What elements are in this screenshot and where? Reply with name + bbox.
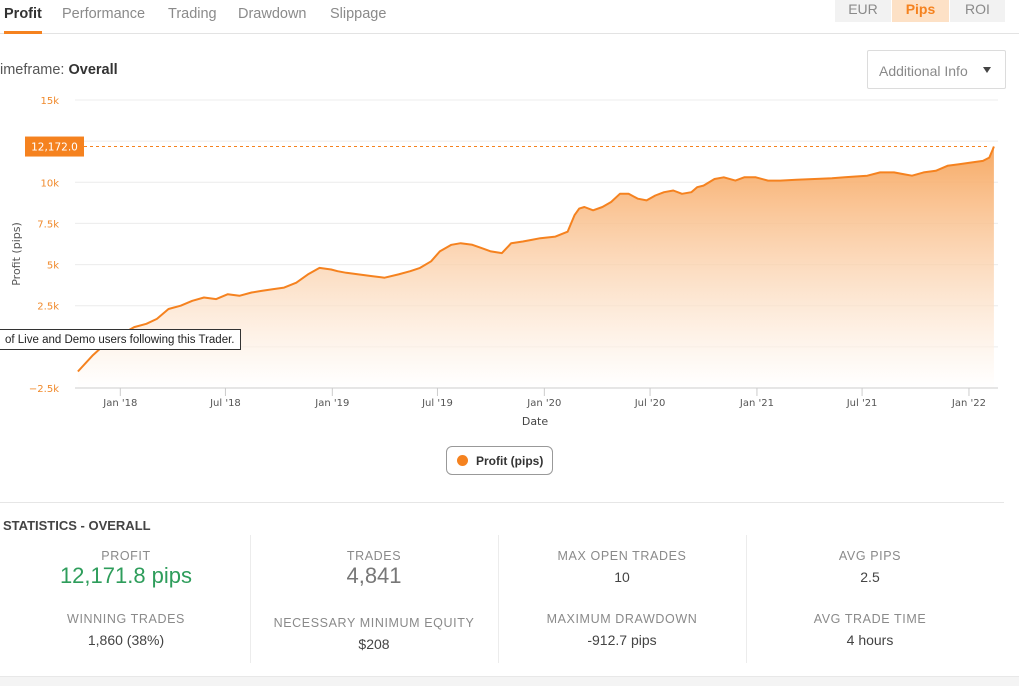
y-tick-label: 15k	[40, 96, 59, 107]
stat-label: WINNING TRADES	[67, 612, 185, 626]
unit-roi-button[interactable]: ROI	[949, 0, 1005, 22]
last-value-label: 12,172.0	[31, 142, 78, 154]
additional-info-dropdown[interactable]: Additional Info	[867, 50, 1006, 89]
x-tick-label: Jan '19	[314, 398, 349, 409]
profit-chart: 15k 10k 7.5k 5k 2.5k −2.5k Jan '18 Jul '18 Jan '…	[10, 96, 998, 428]
timeframe-label: imeframe: Overall	[0, 62, 118, 78]
stat-value: 1,860 (38%)	[87, 632, 165, 648]
y-tick-label: 10k	[40, 178, 59, 189]
stat-trades: TRADES 4,841	[250, 549, 498, 589]
unit-pips-button[interactable]: Pips	[891, 0, 949, 22]
stat-label: MAX OPEN TRADES	[557, 549, 687, 563]
tab-performance[interactable]: Performance	[62, 6, 146, 22]
stat-separator	[250, 535, 251, 663]
y-tick-label: 2.5k	[37, 302, 59, 313]
x-tick-label: Jul '21	[846, 398, 878, 409]
unit-switch: EUR Pips ROI	[834, 0, 1005, 22]
stat-value: 2.5	[860, 569, 880, 585]
bottom-bar	[0, 676, 1019, 686]
series-line	[77, 146, 995, 373]
x-tick-label: Jan '18	[102, 398, 137, 409]
y-tick-label: 5k	[47, 261, 59, 272]
tab-profit[interactable]: Profit	[4, 0, 42, 34]
stat-label: TRADES	[346, 549, 402, 563]
additional-info-label: Additional Info	[879, 63, 968, 79]
stat-avg-pips: AVG PIPS 2.5	[746, 549, 994, 585]
x-axis-title: Date	[522, 415, 549, 428]
x-tick-label: Jan '21	[739, 398, 774, 409]
section-divider	[0, 502, 1004, 503]
y-tick-label: 7.5k	[37, 219, 59, 230]
tooltip: of Live and Demo users following this Tr…	[0, 329, 242, 350]
tab-drawdown[interactable]: Drawdown	[238, 6, 307, 22]
stat-value: 10	[614, 569, 630, 585]
stat-avg-trade-time: AVG TRADE TIME 4 hours	[746, 612, 994, 648]
x-tick-label: Jul '18	[209, 398, 241, 409]
y-axis-title: Profit (pips)	[10, 222, 23, 286]
stat-label: MAXIMUM DRAWDOWN	[546, 612, 698, 626]
stat-max-open-trades: MAX OPEN TRADES 10	[498, 549, 746, 585]
stat-label: AVG TRADE TIME	[813, 612, 927, 626]
last-value-badge	[25, 136, 84, 157]
stat-value: 12,171.8 pips	[59, 563, 193, 588]
stat-label: NECESSARY MINIMUM EQUITY	[273, 616, 475, 630]
stat-maximum-drawdown: MAXIMUM DRAWDOWN -912.7 pips	[498, 612, 746, 648]
stat-minimum-equity: NECESSARY MINIMUM EQUITY $208	[250, 616, 498, 652]
stat-separator	[498, 535, 499, 663]
legend-item-profit[interactable]: Profit (pips)	[446, 446, 553, 475]
series-area	[77, 146, 994, 388]
y-tick-label: −2.5k	[29, 384, 59, 395]
stat-separator	[746, 535, 747, 663]
orange-dot-icon	[457, 455, 468, 466]
tab-trading[interactable]: Trading	[168, 6, 217, 22]
legend-label: Profit (pips)	[476, 454, 544, 468]
tab-slippage[interactable]: Slippage	[330, 6, 387, 22]
timeframe-value: Overall	[68, 62, 118, 78]
unit-eur-button[interactable]: EUR	[834, 0, 891, 22]
stat-value: 4,841	[346, 563, 402, 588]
timeframe-caption: imeframe:	[0, 62, 65, 78]
x-tick-label: Jul '20	[634, 398, 666, 409]
stat-label: AVG PIPS	[838, 549, 902, 563]
stat-winning-trades: WINNING TRADES 1,860 (38%)	[2, 612, 250, 648]
stat-value: -912.7 pips	[587, 632, 657, 648]
x-tick-label: Jan '22	[951, 398, 986, 409]
chart-tabs: Profit Performance Trading Drawdown Slip…	[0, 0, 1019, 34]
x-tick-label: Jan '20	[526, 398, 561, 409]
stat-label: PROFIT	[101, 549, 151, 563]
stat-value: $208	[358, 636, 390, 652]
stat-value: 4 hours	[846, 632, 894, 648]
x-tick-label: Jul '19	[421, 398, 453, 409]
stat-profit: PROFIT 12,171.8 pips	[2, 549, 250, 589]
statistics-title: STATISTICS - OVERALL	[3, 518, 151, 533]
caret-down-icon	[983, 67, 991, 73]
